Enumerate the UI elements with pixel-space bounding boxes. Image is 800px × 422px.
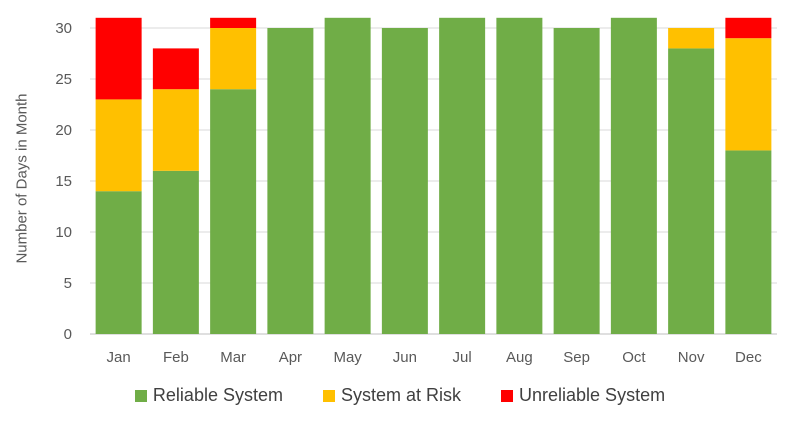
legend-label: Unreliable System [519, 385, 666, 405]
bar-segment [152, 48, 199, 90]
bar-segment [725, 17, 772, 39]
bar-segment [95, 17, 142, 100]
bar-segment [324, 17, 371, 335]
x-tick-label: Nov [678, 349, 705, 366]
y-axis-label: Number of Days in Month [13, 93, 31, 264]
x-tick-label: Mar [220, 349, 246, 366]
bar-segment [610, 17, 657, 335]
x-tick-label: Feb [163, 349, 189, 366]
x-tick-label: Jul [453, 349, 472, 366]
legend: Reliable System System at Risk Unreliabl… [0, 385, 800, 406]
x-tick-label: Apr [279, 349, 302, 366]
bar-segment [553, 28, 600, 334]
legend-swatch-at-risk [322, 389, 335, 402]
bar-segment [381, 28, 428, 334]
y-tick-label: 5 [64, 275, 72, 292]
x-tick-label: May [333, 349, 362, 366]
y-tick-label: 25 [55, 71, 72, 88]
x-tick-label: Oct [622, 349, 646, 366]
bar-segment [210, 17, 257, 28]
y-tick-label: 15 [55, 173, 72, 190]
bar-segment [439, 17, 486, 335]
legend-label: Reliable System [152, 385, 283, 405]
y-tick-label: 0 [64, 326, 72, 343]
y-tick-label: 20 [55, 122, 72, 139]
x-tick-label: Dec [735, 349, 762, 366]
bar-segment [668, 48, 715, 335]
bar-segment [725, 150, 772, 334]
legend-swatch-reliable [134, 389, 147, 402]
bar-segment [152, 89, 199, 171]
x-tick-label: Jan [107, 349, 131, 366]
bar-segment [725, 38, 772, 151]
bar-segment [267, 28, 314, 334]
y-tick-label: 30 [55, 20, 72, 37]
bar-segment [210, 89, 257, 334]
bar-segment [95, 191, 142, 334]
legend-swatch-unreliable [501, 389, 514, 402]
bar-segment [152, 170, 199, 334]
bar-segment [95, 99, 142, 192]
x-tick-label: Aug [506, 349, 533, 366]
legend-item-unreliable: Unreliable System [501, 385, 665, 406]
legend-label: System at Risk [340, 385, 462, 405]
legend-item-at-risk: System at Risk [322, 385, 462, 406]
y-tick-label: 10 [55, 224, 72, 241]
bar-segment [668, 28, 715, 49]
x-tick-label: Sep [563, 349, 590, 366]
legend-item-reliable: Reliable System [134, 385, 283, 406]
x-tick-label: Jun [393, 349, 417, 366]
bar-segment [496, 17, 543, 335]
bar-segment [210, 28, 257, 90]
